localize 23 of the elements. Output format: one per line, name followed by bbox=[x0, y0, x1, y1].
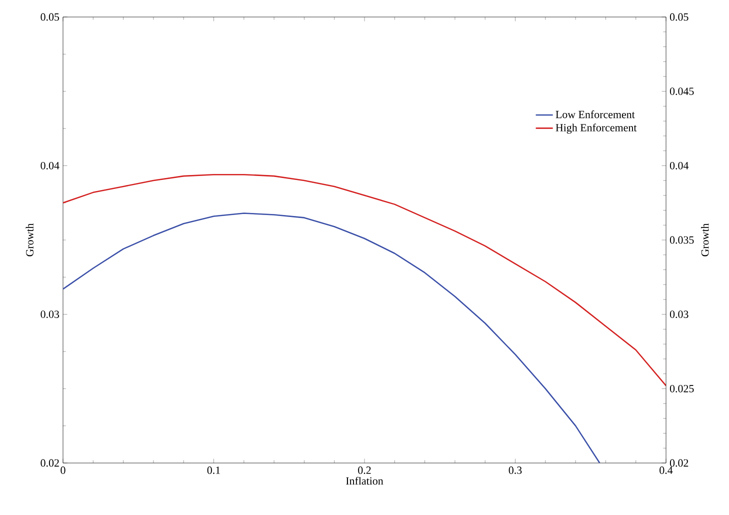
y-tick-label: 0.03 bbox=[40, 310, 60, 318]
y-tick-label: 0.05 bbox=[40, 13, 60, 21]
line-series bbox=[63, 212, 600, 463]
x-tick-label: 0.2 bbox=[358, 466, 371, 474]
line-series bbox=[63, 174, 666, 386]
x-axis-title: Inflation bbox=[346, 476, 384, 485]
y2-tick-label: 0.04 bbox=[670, 162, 689, 170]
x-tick-label: 0.1 bbox=[207, 466, 220, 474]
y2-tick-label: 0.05 bbox=[670, 13, 688, 21]
y-tick-label: 0.02 bbox=[40, 459, 59, 467]
y2-tick-label: 0.035 bbox=[670, 236, 694, 244]
y2-tick-label: 0.03 bbox=[670, 310, 688, 318]
y-axis-title: Growth bbox=[26, 223, 34, 256]
y-tick-label: 0.04 bbox=[40, 162, 60, 170]
y2-tick-label: 0.02 bbox=[670, 459, 688, 467]
y2-axis-title: Growth bbox=[701, 223, 709, 256]
legend-label: High Enforcement bbox=[556, 124, 637, 134]
y2-tick-label: 0.045 bbox=[670, 88, 694, 96]
x-tick-label: 0.4 bbox=[660, 466, 673, 474]
x-tick-label: 0 bbox=[60, 466, 66, 474]
y2-tick-label: 0.025 bbox=[670, 384, 694, 392]
x-tick-label: 0.3 bbox=[508, 466, 522, 474]
legend-label: Low Enforcement bbox=[556, 110, 635, 118]
